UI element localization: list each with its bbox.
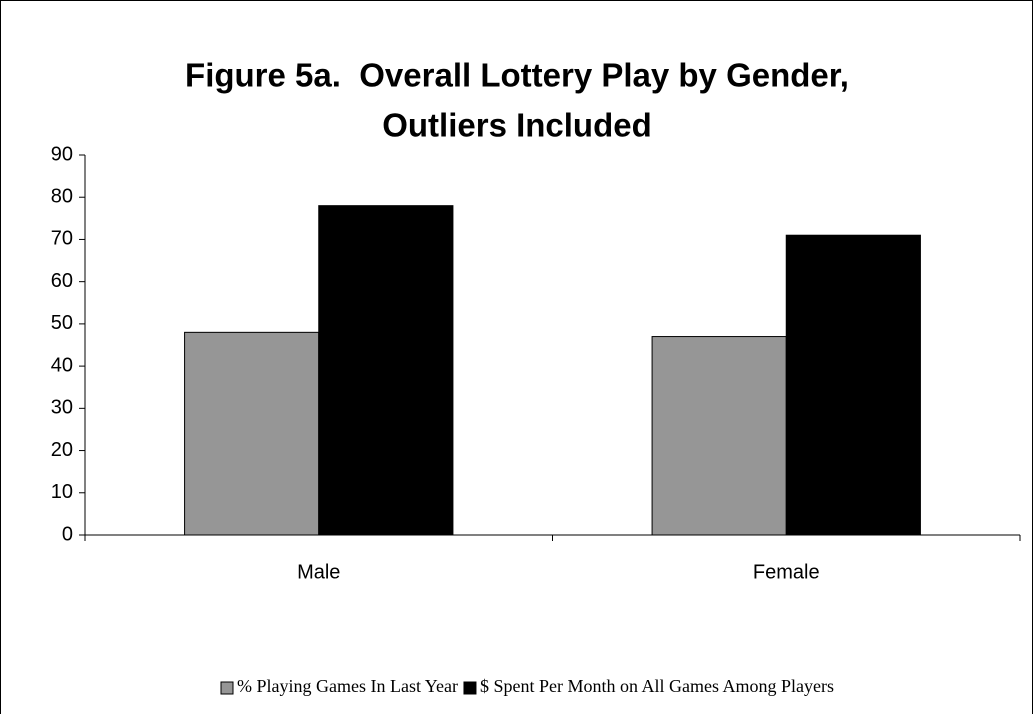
y-tick-label: 50 (51, 312, 73, 334)
y-tick-label: 70 (51, 228, 73, 250)
x-tick-label: Male (297, 561, 340, 583)
x-tick-label: Female (753, 561, 820, 583)
bar (184, 331, 320, 536)
y-tick-label: 20 (51, 439, 73, 461)
legend-label: % Playing Games In Last Year (237, 676, 458, 696)
bar (785, 234, 921, 536)
y-tick-label: 80 (51, 186, 73, 208)
chart-title: Outliers Included (382, 107, 652, 144)
y-tick-label: 30 (51, 397, 73, 419)
bar (651, 336, 787, 536)
chart-title: Figure 5a. Overall Lottery Play by Gende… (185, 57, 849, 94)
legend-swatch (220, 681, 234, 695)
legend-swatch (463, 681, 477, 695)
bar (318, 205, 454, 536)
y-tick-label: 0 (62, 523, 73, 545)
legend-label: $ Spent Per Month on All Games Among Pla… (480, 676, 834, 696)
y-tick-label: 90 (51, 143, 73, 165)
y-tick-label: 60 (51, 270, 73, 292)
y-tick-label: 40 (51, 354, 73, 376)
y-tick-label: 10 (51, 481, 73, 503)
